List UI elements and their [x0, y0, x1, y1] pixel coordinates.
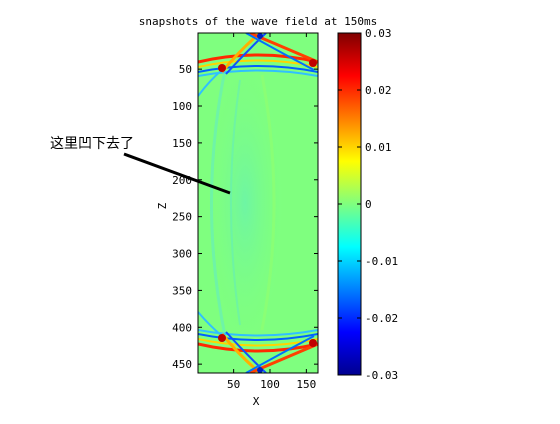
colorbar-tick-label: 0.03: [365, 27, 392, 40]
heatmap-dip-region: [205, 53, 285, 353]
colorbar-tick-label: -0.03: [365, 369, 398, 382]
y-tick-label: 350: [172, 284, 192, 297]
colorbar-ticks: 0.03 0.02 0.01 0 -0.01 -0.02 -0.03: [338, 27, 398, 382]
y-tick-label: 150: [172, 137, 192, 150]
wavefront-bottom: [198, 311, 318, 373]
y-tick-label: 50: [179, 63, 192, 76]
x-axis-ticks: 50 100 150: [227, 33, 316, 391]
x-tick-label: 100: [260, 378, 280, 391]
wavefront-top: [198, 33, 318, 97]
y-tick-label: 300: [172, 248, 192, 261]
annotation-text: 这里凹下去了: [50, 136, 134, 152]
heatmap-faint-arc-inner: [230, 79, 241, 326]
x-tick-label: 50: [227, 378, 240, 391]
plot-frame: [197, 32, 319, 374]
x-tick-label: 150: [296, 378, 316, 391]
y-tick-label: 400: [172, 321, 192, 334]
chart-title: snapshots of the wave field at 150ms: [139, 15, 377, 28]
annotation-arrow: [123, 152, 231, 195]
heatmap-faint-arc-right: [260, 74, 276, 331]
heatmap-faint-arc-left: [210, 69, 227, 337]
heatmap: [198, 33, 318, 373]
colorbar-tick-label: 0.02: [365, 84, 392, 97]
y-tick-label: 100: [172, 100, 192, 113]
colorbar-tick-label: -0.01: [365, 255, 398, 268]
y-tick-label: 250: [172, 211, 192, 224]
x-axis-label: X: [253, 395, 260, 408]
y-axis-label: Z: [156, 202, 169, 209]
colorbar-tick-label: 0: [365, 198, 372, 211]
colorbar-tick-label: -0.02: [365, 312, 398, 325]
y-tick-label: 450: [172, 358, 192, 371]
colorbar-tick-label: 0.01: [365, 141, 392, 154]
